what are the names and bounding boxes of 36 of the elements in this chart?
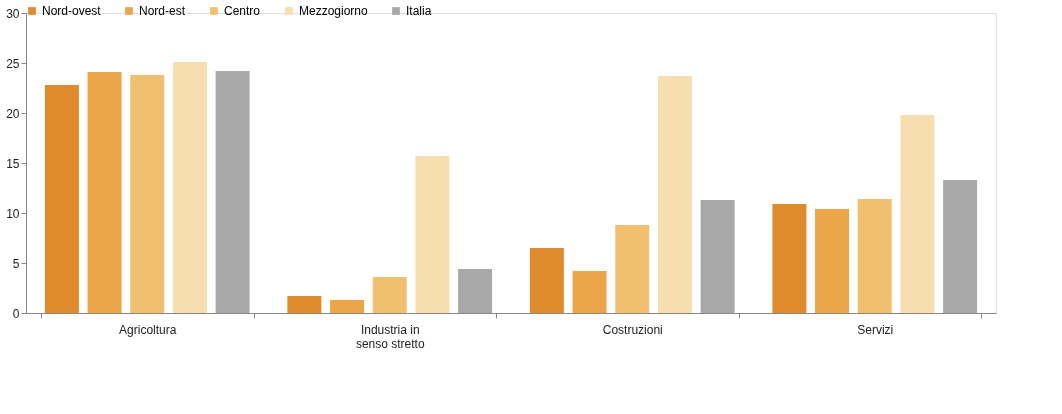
y-tick-label: 10	[6, 206, 20, 221]
x-tick-label: Agricoltura	[119, 322, 177, 337]
bar	[372, 277, 407, 313]
legend-label: Italia	[406, 4, 432, 18]
x-tick-label: Costruzioni	[602, 322, 663, 337]
bar	[172, 62, 207, 313]
y-tick-label: 0	[12, 306, 20, 321]
bar	[900, 115, 935, 313]
x-tick-label: Servizi	[857, 322, 894, 337]
bar	[572, 271, 607, 313]
y-tick-label: 25	[6, 56, 20, 71]
bar	[943, 180, 978, 313]
legend-label: Centro	[224, 4, 261, 18]
bar	[700, 200, 735, 313]
bar	[857, 199, 892, 313]
legend-label: Nord-ovest	[42, 4, 102, 18]
legend-label: Mezzogiorno	[299, 4, 369, 18]
bar	[657, 76, 692, 313]
bar	[815, 209, 850, 313]
bar	[130, 75, 165, 313]
y-tick-label: 5	[12, 256, 20, 271]
legend-label: Nord-est	[139, 4, 186, 18]
bar	[529, 248, 564, 313]
bar	[287, 296, 322, 313]
y-tick-label: 30	[6, 6, 20, 21]
bar	[44, 85, 79, 313]
bar	[772, 204, 807, 313]
bar	[330, 300, 365, 313]
y-tick-label: 20	[6, 106, 20, 121]
x-tick-label: Industria in senso stretto	[355, 322, 425, 351]
bar	[215, 71, 250, 313]
bar	[415, 156, 450, 313]
bar	[87, 72, 122, 313]
bar	[615, 225, 650, 313]
bar	[458, 269, 493, 313]
y-tick-label: 15	[6, 156, 20, 171]
